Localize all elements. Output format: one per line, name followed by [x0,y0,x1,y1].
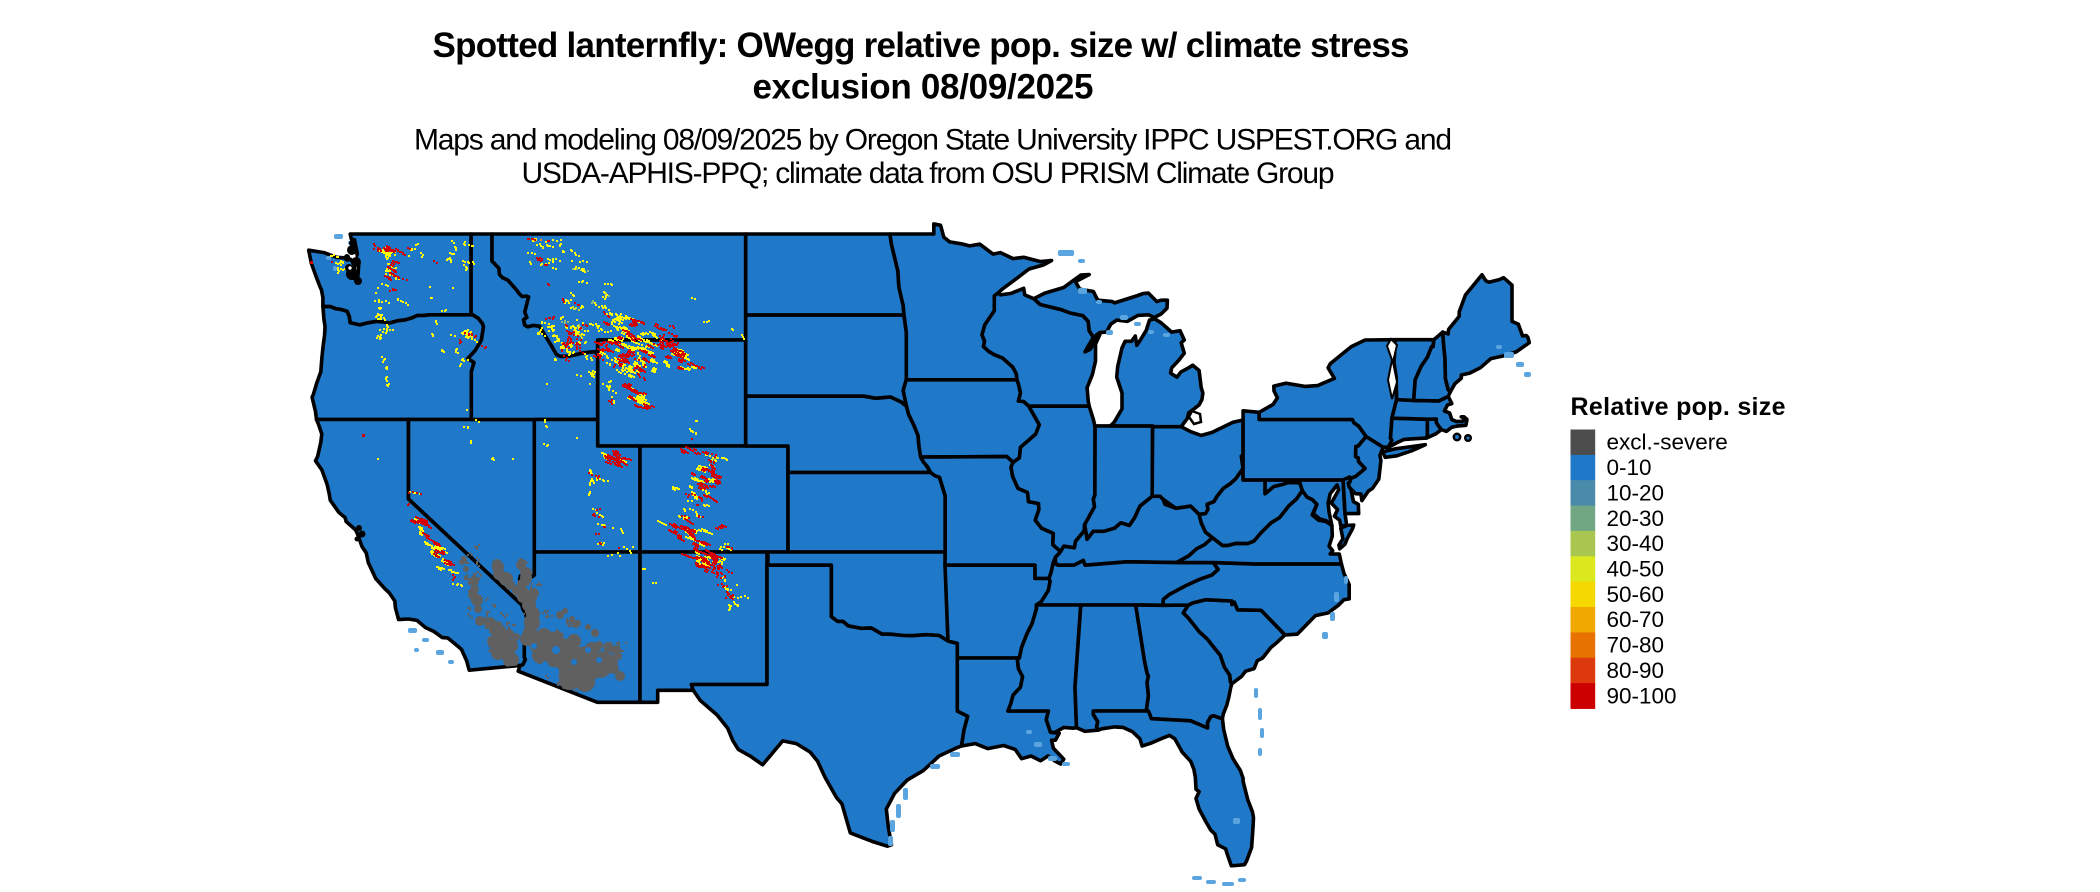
svg-text:20-30: 20-30 [1607,506,1665,531]
svg-text:Spotted lanternfly: OWegg rela: Spotted lanternfly: OWegg relative pop. … [433,26,1410,65]
svg-text:50-60: 50-60 [1607,582,1665,607]
svg-text:Maps and modeling 08/09/2025 b: Maps and modeling 08/09/2025 by Oregon S… [414,124,1452,157]
svg-text:Relative pop. size: Relative pop. size [1571,393,1786,421]
svg-text:60-70: 60-70 [1607,607,1665,632]
svg-text:10-20: 10-20 [1607,480,1665,505]
svg-text:30-40: 30-40 [1607,531,1665,556]
svg-text:70-80: 70-80 [1607,633,1665,658]
svg-text:USDA-APHIS-PPQ; climate data f: USDA-APHIS-PPQ; climate data from OSU PR… [522,157,1335,190]
svg-text:excl.-severe: excl.-severe [1607,430,1728,455]
svg-text:80-90: 80-90 [1607,658,1665,683]
svg-text:0-10: 0-10 [1607,455,1652,480]
svg-text:40-50: 40-50 [1607,557,1665,582]
svg-text:90-100: 90-100 [1607,683,1677,708]
svg-text:exclusion 08/09/2025: exclusion 08/09/2025 [753,68,1094,107]
